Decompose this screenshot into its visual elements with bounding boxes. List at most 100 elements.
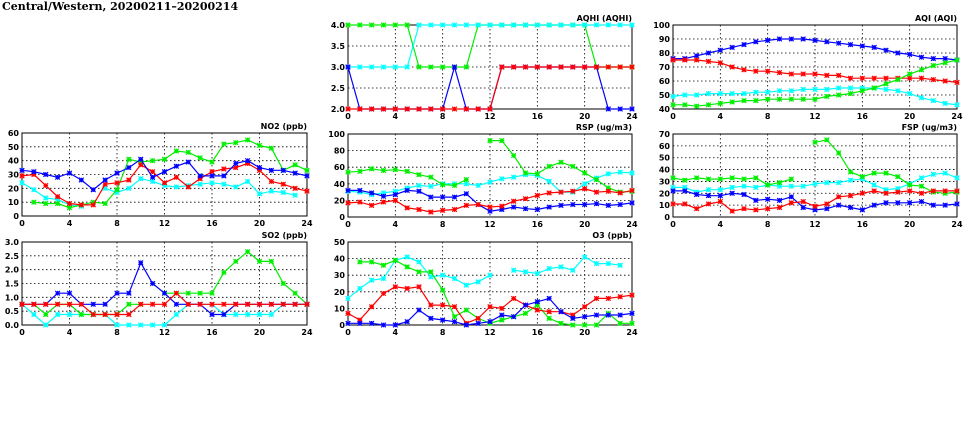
data-point bbox=[617, 320, 623, 327]
data-point bbox=[392, 257, 399, 263]
data-point bbox=[416, 22, 422, 28]
data-point bbox=[717, 176, 724, 182]
data-point bbox=[788, 176, 795, 182]
data-point bbox=[729, 64, 735, 70]
data-point bbox=[221, 301, 227, 307]
data-point bbox=[824, 39, 830, 45]
data-point bbox=[439, 317, 446, 323]
data-point bbox=[930, 62, 937, 69]
data-point bbox=[593, 64, 600, 70]
y-tick-label: 1.5 bbox=[5, 280, 20, 289]
data-point bbox=[800, 198, 806, 205]
data-point bbox=[741, 90, 747, 97]
data-point bbox=[463, 307, 470, 313]
data-point bbox=[102, 177, 108, 183]
data-point bbox=[126, 177, 132, 183]
data-point bbox=[439, 287, 446, 293]
series-3 bbox=[670, 188, 960, 214]
data-point bbox=[546, 315, 552, 322]
data-point bbox=[895, 185, 901, 192]
data-point bbox=[835, 92, 842, 98]
data-point bbox=[233, 164, 239, 171]
y-tick-label: 100 bbox=[653, 21, 670, 30]
series-line bbox=[104, 177, 296, 196]
data-point bbox=[233, 184, 239, 190]
data-point bbox=[605, 202, 612, 209]
data-point bbox=[463, 22, 470, 28]
data-point bbox=[859, 43, 866, 49]
data-point bbox=[357, 187, 363, 194]
x-tick-label: 16 bbox=[857, 220, 869, 229]
data-point bbox=[345, 169, 351, 175]
data-point bbox=[617, 106, 623, 112]
data-point bbox=[776, 36, 783, 42]
data-point bbox=[705, 102, 712, 108]
data-point bbox=[546, 308, 552, 315]
data-point bbox=[570, 322, 576, 328]
data-point bbox=[404, 264, 410, 270]
data-point bbox=[764, 96, 771, 102]
data-point bbox=[380, 106, 387, 112]
data-point bbox=[197, 181, 203, 187]
x-tick-label: 4 bbox=[393, 328, 399, 337]
series-3 bbox=[19, 156, 310, 193]
data-point bbox=[883, 75, 889, 81]
x-tick-label: 20 bbox=[904, 112, 916, 121]
data-point bbox=[812, 203, 818, 210]
data-point bbox=[19, 301, 25, 307]
data-point bbox=[475, 315, 481, 322]
data-point bbox=[918, 198, 925, 205]
data-point bbox=[368, 277, 375, 283]
data-point bbox=[102, 200, 108, 207]
data-point bbox=[812, 207, 818, 213]
data-point bbox=[930, 171, 937, 178]
data-point bbox=[705, 176, 712, 182]
data-point bbox=[581, 186, 588, 192]
x-tick-label: 20 bbox=[579, 220, 591, 229]
data-point bbox=[753, 207, 759, 213]
data-point bbox=[416, 206, 422, 213]
data-point bbox=[729, 90, 735, 97]
data-point bbox=[835, 72, 842, 79]
data-point bbox=[629, 320, 635, 327]
data-point bbox=[753, 97, 759, 104]
data-point bbox=[463, 322, 470, 328]
y-tick-label: 10 bbox=[8, 198, 20, 207]
data-point bbox=[43, 195, 49, 201]
data-point bbox=[380, 193, 387, 199]
data-point bbox=[581, 181, 588, 187]
chart-title: NO2 (ppb) bbox=[261, 122, 307, 131]
data-point bbox=[138, 159, 144, 165]
data-point bbox=[800, 36, 806, 42]
series-0 bbox=[345, 254, 623, 302]
data-point bbox=[233, 139, 239, 146]
data-point bbox=[717, 192, 724, 199]
data-point bbox=[788, 200, 795, 206]
data-point bbox=[416, 182, 422, 189]
data-point bbox=[428, 64, 434, 70]
data-point bbox=[221, 311, 227, 318]
y-tick-label: 10 bbox=[659, 201, 671, 210]
data-point bbox=[705, 201, 712, 207]
y-tick-label: 30 bbox=[334, 271, 346, 280]
x-tick-label: 20 bbox=[254, 328, 266, 337]
chart-no2: 0 10 20 30 40 50 60 0 4 8 12 16 20 24 NO2 (ppb) bbox=[8, 122, 313, 228]
data-point bbox=[439, 272, 446, 278]
data-point bbox=[304, 173, 310, 179]
data-point bbox=[380, 190, 387, 196]
data-point bbox=[510, 198, 517, 204]
data-point bbox=[776, 88, 783, 94]
data-point bbox=[883, 47, 889, 53]
data-point bbox=[729, 175, 735, 181]
data-point bbox=[617, 22, 623, 28]
y-tick-label: 2.5 bbox=[5, 252, 20, 261]
data-point bbox=[244, 137, 251, 143]
data-point bbox=[221, 141, 227, 147]
series-line bbox=[33, 139, 308, 209]
data-point bbox=[221, 181, 227, 187]
y-tick-label: 40 bbox=[659, 166, 671, 175]
data-point bbox=[693, 92, 700, 98]
data-point bbox=[197, 301, 203, 307]
data-point bbox=[173, 163, 180, 169]
data-point bbox=[499, 64, 505, 70]
